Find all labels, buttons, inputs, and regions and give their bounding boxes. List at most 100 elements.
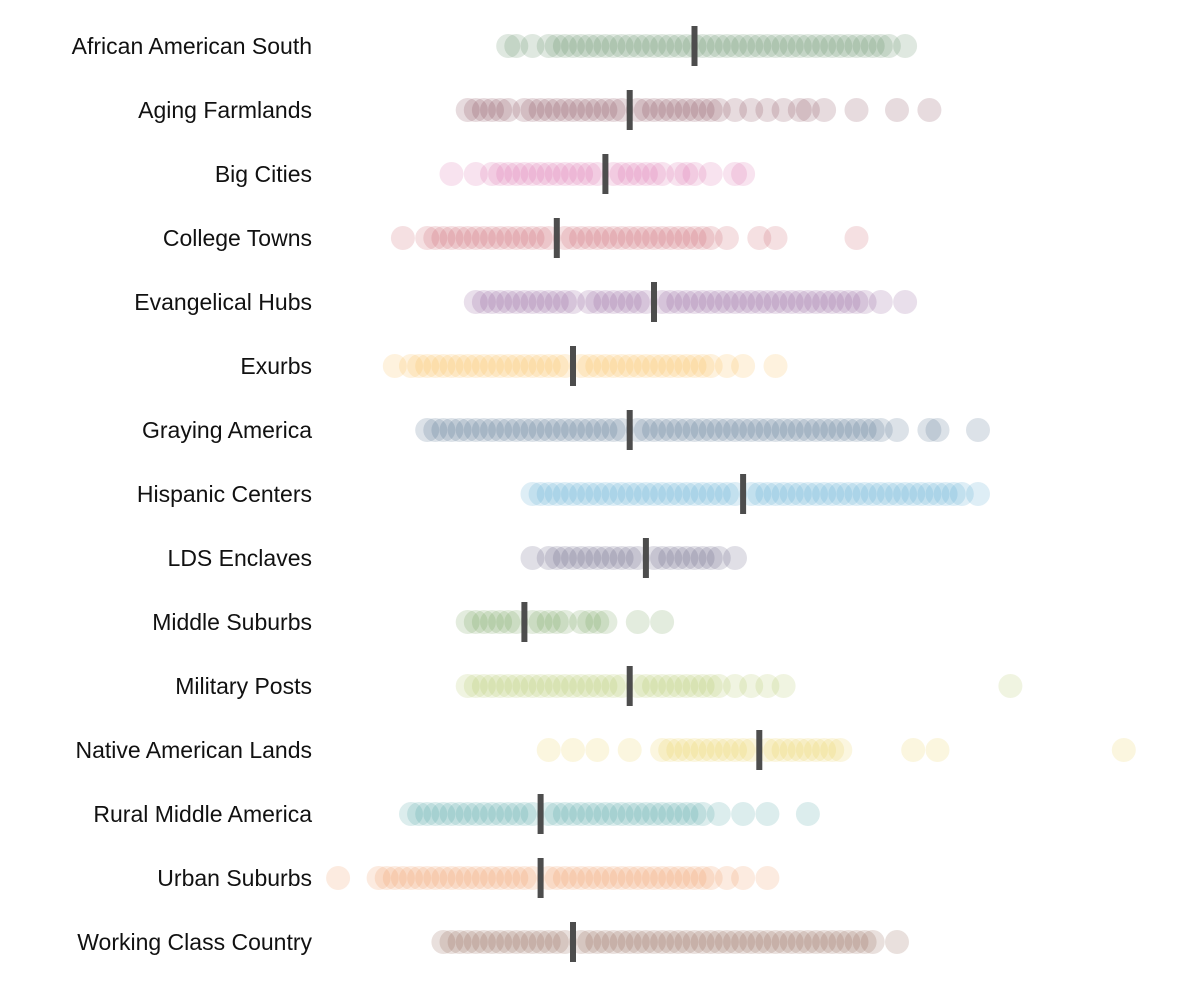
data-point <box>552 610 577 634</box>
data-point <box>674 162 699 186</box>
data-point <box>642 930 666 954</box>
data-point <box>561 418 585 442</box>
data-point <box>585 802 610 826</box>
data-point <box>844 98 869 122</box>
data-point <box>658 418 683 442</box>
data-point <box>844 34 869 58</box>
data-point <box>731 866 756 890</box>
data-point <box>666 162 691 186</box>
data-point <box>771 418 796 442</box>
data-point <box>480 290 504 314</box>
data-point <box>763 738 788 762</box>
data-point <box>804 482 828 506</box>
data-point <box>504 162 529 186</box>
data-point <box>455 226 480 250</box>
data-point <box>812 34 837 58</box>
data-point <box>488 354 513 378</box>
data-point <box>488 674 513 698</box>
data-point <box>512 802 537 826</box>
data-point <box>642 482 666 506</box>
series-row: Middle Suburbs <box>152 602 675 642</box>
data-point <box>698 162 723 186</box>
data-point <box>658 482 683 506</box>
data-point <box>731 290 756 314</box>
data-point <box>642 674 666 698</box>
row-label: African American South <box>72 33 312 59</box>
data-point <box>666 418 691 442</box>
data-point <box>447 866 472 890</box>
data-point <box>544 354 569 378</box>
data-point <box>480 866 504 890</box>
data-point <box>399 354 423 378</box>
data-point <box>415 418 440 442</box>
data-point <box>779 418 804 442</box>
data-point <box>609 354 634 378</box>
data-point <box>917 482 942 506</box>
data-point <box>536 98 561 122</box>
data-point <box>658 738 683 762</box>
data-point <box>577 482 602 506</box>
data-point <box>714 866 739 890</box>
data-point <box>496 98 521 122</box>
data-point <box>544 418 569 442</box>
data-point <box>569 674 594 698</box>
data-point <box>577 162 602 186</box>
data-point <box>666 546 691 570</box>
data-point <box>690 674 715 698</box>
data-point <box>569 418 594 442</box>
data-point <box>690 290 715 314</box>
data-point <box>512 290 537 314</box>
data-point <box>787 290 812 314</box>
data-point <box>909 482 934 506</box>
series-row: Graying America <box>142 410 990 450</box>
data-point <box>650 610 675 634</box>
data-point <box>642 162 666 186</box>
data-point <box>925 418 950 442</box>
data-point <box>455 802 480 826</box>
data-point <box>723 162 747 186</box>
data-point <box>585 738 610 762</box>
data-point <box>706 802 731 826</box>
data-point <box>779 34 804 58</box>
row-label: Native American Lands <box>75 737 312 763</box>
data-point <box>852 34 877 58</box>
data-point <box>658 290 683 314</box>
series-row: Exurbs <box>240 346 788 386</box>
data-point <box>382 354 407 378</box>
data-point <box>544 866 569 890</box>
data-point <box>771 290 796 314</box>
data-point <box>706 674 731 698</box>
data-point <box>706 482 731 506</box>
data-point <box>496 162 521 186</box>
data-point <box>431 866 456 890</box>
data-point <box>852 482 877 506</box>
data-point <box>885 930 909 954</box>
data-point <box>617 930 642 954</box>
data-point <box>585 34 610 58</box>
data-point <box>471 930 496 954</box>
data-point <box>569 866 594 890</box>
data-point <box>536 610 561 634</box>
data-point <box>812 482 837 506</box>
series-row: Aging Farmlands <box>138 90 942 130</box>
row-label: LDS Enclaves <box>168 545 312 571</box>
data-point <box>966 482 990 506</box>
data-point <box>544 802 569 826</box>
data-point <box>520 418 545 442</box>
data-point <box>561 546 585 570</box>
data-point <box>471 418 496 442</box>
data-point <box>820 482 845 506</box>
data-point <box>528 354 553 378</box>
data-point <box>795 738 820 762</box>
data-point <box>528 610 553 634</box>
data-point <box>585 418 610 442</box>
data-point <box>763 290 788 314</box>
data-point <box>690 738 715 762</box>
data-point <box>658 930 683 954</box>
data-point <box>536 290 561 314</box>
data-point <box>650 98 675 122</box>
data-point <box>544 162 569 186</box>
data-point <box>423 226 448 250</box>
data-point <box>471 98 496 122</box>
